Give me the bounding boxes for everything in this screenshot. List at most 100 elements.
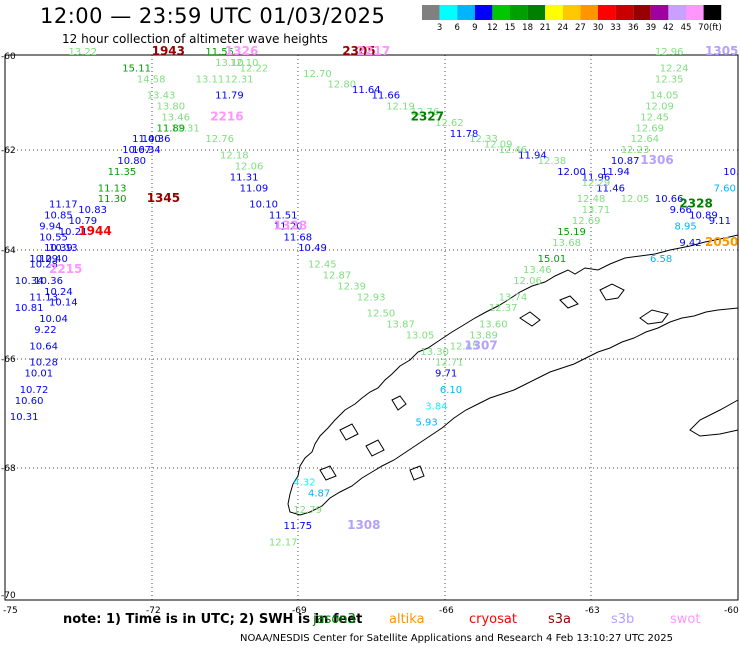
wave-height-label: 13.10 [215,58,244,69]
wave-height-label: 6.58 [650,254,672,265]
color-swatch [439,5,458,20]
wave-height-label: 10.14 [49,298,78,309]
wave-height-label: 12.37 [489,303,518,314]
pass-time-label: 2216 [210,109,243,123]
pass-time-label: 1306 [640,153,673,167]
footer-credit: NOAA/NESDIS Center for Satellite Applica… [240,633,673,644]
wave-height-label: 12.79 [293,505,322,516]
wave-height-label: 11.30 [98,194,127,205]
wave-height-label: 10.34 [132,145,161,156]
lon-label: -75 [3,606,18,616]
color-scale-tick: 3 [437,23,442,33]
wave-height-label: 11.89 [157,123,186,134]
wave-height-label: 11.66 [372,91,401,102]
lon-label: -63 [585,606,600,616]
color-scale-tick: 18 [522,23,533,33]
wave-height-label: 10.24 [44,287,73,298]
wave-height-label: 13.46 [161,112,190,123]
wave-height-label: 13.74 [499,292,528,303]
pass-time-label: 2217 [357,44,390,58]
wave-height-label: 12.22 [240,63,269,74]
wave-height-label: 10.60 [15,396,44,407]
wave-height-label: 12.70 [303,69,332,80]
wave-height-label: 13.05 [406,330,435,341]
wave-height-label: 11.75 [284,521,313,532]
wave-height-label: 11.55 [205,47,234,58]
color-scale-tick: 42 [663,23,674,33]
color-scale-tick: 39 [645,23,656,33]
wave-height-label: 10.87 [611,156,640,167]
wave-height-label: 10.55 [39,232,68,243]
color-swatch [686,5,704,20]
wave-height-label: 10.29 [29,254,58,265]
wave-height-label: 12.45 [308,260,337,271]
wave-height-label: 10.83 [78,205,107,216]
wave-height-label: 10.66 [655,194,684,205]
pass-time-label: 2328 [679,197,712,211]
wave-height-label: 12.31 [171,123,200,134]
wave-height-label: 12.00 [557,167,586,178]
wave-height-label: 3.84 [425,401,447,412]
color-swatch [545,5,563,20]
wave-height-label: 12.87 [323,270,352,281]
wave-height-label: 7.60 [714,183,736,194]
color-swatch [703,5,722,20]
wave-height-label: 11.79 [215,91,244,102]
wave-height-label: 6.10 [440,385,462,396]
wave-height-label: 10.36 [142,134,171,145]
color-swatch [633,5,651,20]
wave-height-label: 8.95 [675,221,697,232]
wave-height-label: 12.80 [328,80,357,91]
wave-height-label: 15.01 [538,254,567,265]
wave-height-label: 11.35 [108,167,137,178]
wave-height-label: 10.36 [34,276,63,287]
color-swatch [650,5,669,20]
wave-height-label: 13.22 [69,47,98,58]
wave-height-label: 10.85 [44,211,73,222]
color-swatch [422,5,440,20]
color-scale-tick: 24 [557,23,568,33]
wave-height-label: 12.76 [411,107,440,118]
wave-height-label: 11.13 [98,183,127,194]
wave-height-label: 12.38 [538,156,567,167]
wave-height-label: 12.29 [582,178,611,189]
wave-height-label: 12.35 [655,74,684,85]
wave-height-label: 12.19 [386,102,415,113]
wave-height-label: 10.80 [117,156,146,167]
color-scale-swatches [422,5,722,20]
wave-height-label: 12.48 [577,194,606,205]
wave-height-label: 11.94 [518,151,547,162]
wave-height-label: 11.94 [601,167,630,178]
legend-jason3: jason3 [313,612,356,627]
pass-time-label: 1943 [152,44,185,58]
color-swatch [457,5,475,20]
wave-height-label: 10.40 [39,254,68,265]
page-subtitle: 12 hour collection of altimeter wave hei… [62,32,328,46]
wave-height-label: 10.72 [20,385,49,396]
wave-height-label: 10.28 [29,358,58,369]
wave-height-label: 12.45 [640,112,669,123]
color-swatch [668,5,686,20]
wave-height-label: 10.10 [249,200,278,211]
graticule [5,55,738,600]
color-swatch [474,5,493,20]
wave-height-label: 12.64 [631,134,660,145]
wave-height-label: 9.42 [679,238,701,249]
wave-height-label: 13.46 [523,265,552,276]
pass-time-label: 2305 [342,44,375,58]
wave-height-label: 11.20 [274,221,303,232]
color-scale-ticks: 3 6 9 12 15 18 21 24 27 30 33 36 39 42 45 70 [437,23,709,33]
color-scale-tick: 70 [698,23,709,33]
color-swatch [615,5,634,20]
coastline [287,234,739,516]
lat-label: -62 [1,146,16,156]
lon-labels: -75 -72 -69 -66 -63 -60 [3,606,739,616]
wave-height-label: 12.76 [205,134,234,145]
wave-height-label: 13.68 [552,238,581,249]
lat-label: -60 [1,52,16,62]
legend-s3b: s3b [611,612,635,627]
pass-time-label: 1326 [225,44,258,58]
color-scale-tick: 33 [610,23,621,33]
lat-label: -70 [1,591,16,601]
